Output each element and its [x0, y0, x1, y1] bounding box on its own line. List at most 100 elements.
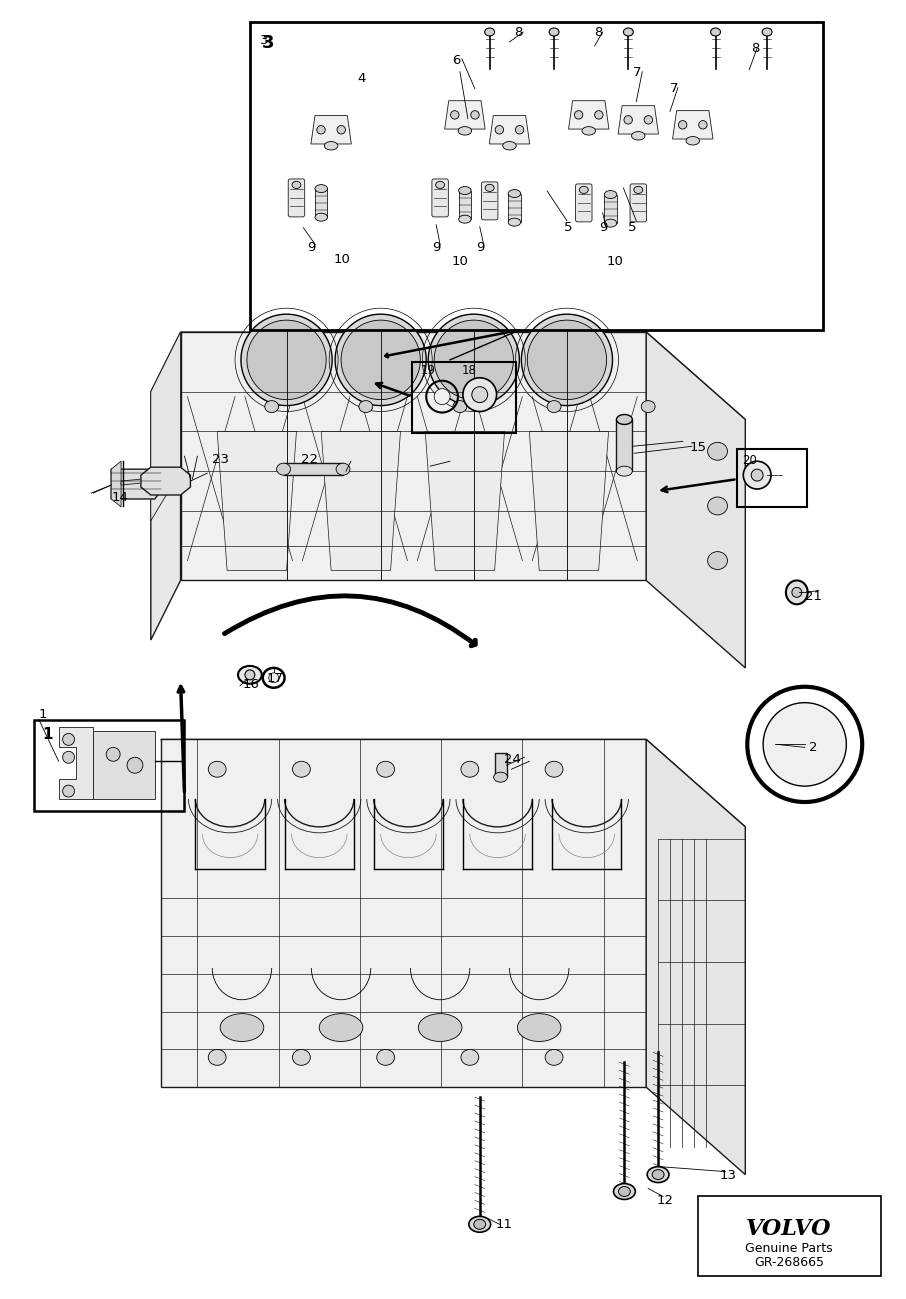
Ellipse shape [516, 126, 524, 134]
Text: 24: 24 [504, 753, 520, 766]
Ellipse shape [496, 126, 504, 134]
Ellipse shape [494, 772, 507, 782]
Text: 3: 3 [260, 34, 268, 47]
Ellipse shape [458, 216, 471, 223]
Ellipse shape [647, 1167, 669, 1182]
Polygon shape [529, 431, 609, 570]
Polygon shape [646, 739, 746, 1174]
Text: 8: 8 [593, 26, 602, 39]
Ellipse shape [471, 110, 479, 120]
FancyBboxPatch shape [481, 182, 498, 220]
Ellipse shape [623, 29, 633, 36]
Ellipse shape [474, 1220, 486, 1229]
Ellipse shape [634, 186, 642, 194]
Ellipse shape [652, 1169, 664, 1179]
Ellipse shape [786, 581, 808, 604]
Ellipse shape [335, 314, 426, 405]
Ellipse shape [208, 761, 226, 777]
Ellipse shape [247, 320, 326, 400]
Polygon shape [322, 431, 400, 570]
Ellipse shape [458, 126, 472, 135]
Polygon shape [93, 731, 155, 799]
Text: 12: 12 [656, 1195, 673, 1208]
FancyBboxPatch shape [630, 184, 647, 222]
Ellipse shape [434, 388, 450, 404]
Ellipse shape [468, 1216, 491, 1233]
Ellipse shape [293, 761, 311, 777]
FancyBboxPatch shape [432, 179, 448, 217]
Text: 9: 9 [476, 240, 484, 253]
Text: 8: 8 [515, 26, 523, 39]
Text: 23: 23 [212, 453, 229, 466]
Ellipse shape [763, 703, 846, 786]
Ellipse shape [450, 110, 459, 120]
Polygon shape [646, 333, 746, 668]
Ellipse shape [208, 1050, 226, 1065]
Polygon shape [121, 479, 141, 485]
Polygon shape [180, 333, 746, 420]
Polygon shape [604, 195, 617, 223]
Ellipse shape [337, 126, 345, 134]
Ellipse shape [708, 443, 728, 460]
Ellipse shape [619, 1186, 631, 1196]
Ellipse shape [341, 320, 420, 400]
Polygon shape [489, 116, 530, 144]
Text: 18: 18 [462, 364, 477, 377]
Ellipse shape [545, 761, 563, 777]
Bar [250, 22, 823, 330]
Text: 8: 8 [751, 42, 759, 55]
Ellipse shape [220, 1013, 264, 1042]
Ellipse shape [319, 1013, 362, 1042]
Ellipse shape [743, 461, 771, 488]
Ellipse shape [485, 29, 495, 36]
Ellipse shape [641, 400, 655, 413]
Polygon shape [311, 116, 352, 144]
Ellipse shape [604, 220, 617, 227]
Text: 20: 20 [742, 455, 757, 468]
Ellipse shape [624, 116, 632, 125]
Ellipse shape [429, 314, 519, 405]
Ellipse shape [245, 670, 255, 679]
Text: 6: 6 [452, 53, 460, 66]
Ellipse shape [686, 136, 699, 145]
Ellipse shape [710, 29, 720, 36]
Ellipse shape [574, 110, 583, 120]
Ellipse shape [527, 320, 607, 400]
Ellipse shape [594, 110, 603, 120]
Text: 22: 22 [302, 453, 318, 466]
Ellipse shape [521, 314, 612, 405]
Text: 7: 7 [670, 82, 679, 95]
Ellipse shape [292, 182, 301, 188]
FancyBboxPatch shape [575, 184, 592, 222]
Polygon shape [160, 739, 746, 827]
Polygon shape [150, 333, 180, 640]
Ellipse shape [517, 1013, 561, 1042]
Text: 9: 9 [599, 221, 607, 234]
Ellipse shape [508, 218, 521, 226]
Text: 13: 13 [719, 1169, 737, 1182]
Ellipse shape [63, 734, 74, 746]
Ellipse shape [293, 1050, 311, 1065]
Text: 2: 2 [809, 740, 817, 753]
Text: 3: 3 [262, 34, 275, 52]
Polygon shape [569, 101, 609, 129]
Text: Genuine Parts: Genuine Parts [745, 1242, 833, 1255]
Ellipse shape [377, 761, 394, 777]
Text: 16: 16 [243, 678, 260, 691]
Text: GR-268665: GR-268665 [754, 1256, 824, 1269]
Polygon shape [618, 105, 659, 134]
Polygon shape [160, 739, 646, 1087]
Ellipse shape [63, 751, 74, 764]
Ellipse shape [269, 673, 279, 683]
Polygon shape [180, 333, 646, 581]
Polygon shape [508, 194, 521, 222]
Ellipse shape [458, 187, 471, 195]
Ellipse shape [106, 747, 120, 761]
Text: 1: 1 [39, 708, 47, 721]
Ellipse shape [419, 1013, 462, 1042]
Ellipse shape [317, 126, 325, 134]
Text: 21: 21 [805, 590, 822, 603]
Text: 19: 19 [420, 364, 435, 377]
Ellipse shape [762, 29, 772, 36]
Text: 10: 10 [333, 252, 350, 265]
